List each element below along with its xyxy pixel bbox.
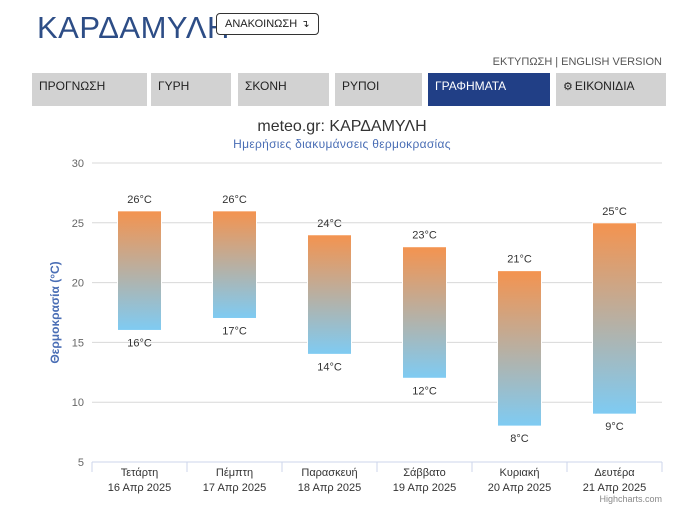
low-temp-label: 16°C bbox=[127, 337, 152, 349]
tab-charts[interactable]: ΓΡΑΦΗΜΑΤΑ bbox=[428, 73, 550, 106]
top-links: ΕΚΤΥΠΩΣΗ | ENGLISH VERSION bbox=[493, 56, 662, 68]
x-tick-label-date: 16 Απρ 2025 bbox=[108, 482, 171, 494]
x-tick-label-day: Πέμπτη bbox=[216, 467, 253, 479]
y-tick-label: 20 bbox=[72, 278, 84, 290]
tab-pollutants[interactable]: ΡΥΠΟΙ bbox=[335, 73, 422, 106]
tab-dust[interactable]: ΣΚΟΝΗ bbox=[238, 73, 329, 106]
x-tick-label-day: Κυριακή bbox=[499, 467, 539, 479]
low-temp-label: 12°C bbox=[412, 385, 437, 397]
tab-label: ΕΙΚΟΝΙΔΙΑ bbox=[574, 79, 635, 93]
x-tick-label-day: Παρασκευή bbox=[301, 467, 357, 479]
announcement-button[interactable]: ΑΝΑΚΟΙΝΩΣΗ ↴ bbox=[216, 13, 319, 35]
tab-label: ΡΥΠΟΙ bbox=[342, 79, 380, 93]
low-temp-label: 17°C bbox=[222, 325, 247, 337]
low-temp-label: 9°C bbox=[605, 421, 624, 433]
gear-icon: ⚙ bbox=[563, 81, 573, 93]
chart-subtitle: Ημερήσιες διακυμάνσεις θερμοκρασίας bbox=[233, 137, 451, 151]
y-tick-label: 5 bbox=[78, 457, 84, 469]
y-axis-title: Θερμοκρασία (°C) bbox=[48, 261, 62, 363]
tab-forecast[interactable]: ΠΡΟΓΝΩΣΗ bbox=[32, 73, 147, 106]
temperature-range-bar bbox=[592, 222, 637, 415]
y-tick-label: 30 bbox=[72, 158, 84, 170]
temperature-range-bar bbox=[497, 270, 542, 427]
temperature-range-bar bbox=[117, 210, 162, 331]
x-tick-label-date: 17 Απρ 2025 bbox=[203, 482, 266, 494]
link-separator: | bbox=[555, 56, 559, 68]
low-temp-label: 8°C bbox=[510, 433, 529, 445]
high-temp-label: 26°C bbox=[222, 194, 247, 206]
highcharts-credits[interactable]: Highcharts.com bbox=[599, 494, 662, 504]
y-tick-label: 10 bbox=[72, 397, 84, 409]
arrow-down-icon: ↴ bbox=[301, 18, 310, 30]
high-temp-label: 21°C bbox=[507, 254, 532, 266]
site-title: ΚΑΡΔΑΜΥΛΗ bbox=[37, 10, 230, 45]
high-temp-label: 24°C bbox=[317, 218, 342, 230]
x-tick-label-date: 21 Απρ 2025 bbox=[583, 482, 646, 494]
tab-icons[interactable]: ⚙ ΕΙΚΟΝΙΔΙΑ bbox=[556, 73, 666, 106]
tab-pollen[interactable]: ΓΥΡΗ bbox=[151, 73, 231, 106]
temperature-range-bar bbox=[212, 210, 257, 319]
tab-label: ΓΡΑΦΗΜΑΤΑ bbox=[435, 79, 507, 93]
tab-label: ΠΡΟΓΝΩΣΗ bbox=[39, 79, 106, 93]
temperature-range-bar bbox=[307, 234, 352, 355]
x-tick-label-date: 18 Απρ 2025 bbox=[298, 482, 361, 494]
chart-title: meteo.gr: ΚΑΡΔΑΜΥΛΗ bbox=[257, 118, 427, 135]
tab-label: ΓΥΡΗ bbox=[158, 79, 190, 93]
x-tick-label-day: Σάββατο bbox=[403, 467, 445, 479]
high-temp-label: 23°C bbox=[412, 230, 437, 242]
high-temp-label: 25°C bbox=[602, 206, 627, 218]
english-version-link[interactable]: ENGLISH VERSION bbox=[561, 56, 662, 68]
tab-label: ΣΚΟΝΗ bbox=[245, 79, 287, 93]
high-temp-label: 26°C bbox=[127, 194, 152, 206]
announcement-label: ΑΝΑΚΟΙΝΩΣΗ bbox=[225, 18, 298, 30]
temperature-range-bar bbox=[402, 246, 447, 379]
print-link[interactable]: ΕΚΤΥΠΩΣΗ bbox=[492, 56, 553, 68]
y-tick-label: 25 bbox=[72, 218, 84, 230]
x-tick-label-day: Δευτέρα bbox=[594, 467, 635, 479]
x-tick-label-date: 20 Απρ 2025 bbox=[488, 482, 551, 494]
low-temp-label: 14°C bbox=[317, 361, 342, 373]
site-header: ΚΑΡΔΑΜΥΛΗ ΑΝΑΚΟΙΝΩΣΗ ↴ ΕΚΤΥΠΩΣΗ | ENGLIS… bbox=[0, 0, 684, 68]
x-tick-label-date: 19 Απρ 2025 bbox=[393, 482, 456, 494]
x-tick-label-day: Τετάρτη bbox=[121, 467, 159, 479]
y-tick-label: 15 bbox=[72, 337, 84, 349]
